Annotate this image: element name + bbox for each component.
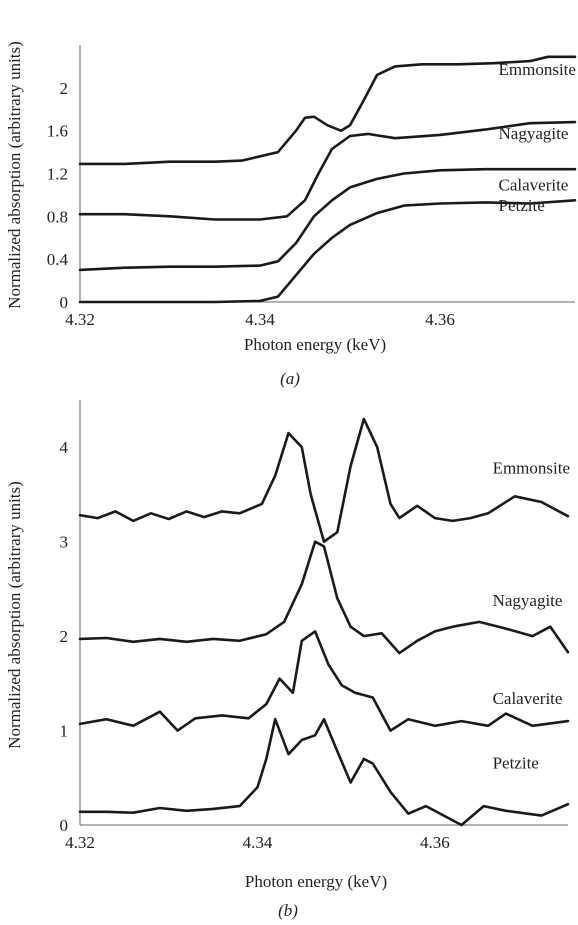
panel-a-y-tick-label: 2	[60, 79, 69, 98]
panel-b-series-label-emmonsite: Emmonsite	[493, 459, 570, 478]
panel-a-y-tick-label: 0.4	[47, 250, 69, 269]
panel-b-y-axis-title: Normalized absorption (arbitrary units)	[5, 481, 24, 749]
panel-b-y-tick-label: 1	[60, 722, 69, 741]
panel-a-y-tick-label: 0	[60, 293, 69, 312]
panel-b-series: Emmonsite Nagyagite Calaverite Petzite	[78, 417, 570, 827]
panel-b-x-ticks: 4.32 4.34 4.36	[65, 833, 450, 852]
panel-a-y-tick-label: 0.8	[47, 207, 68, 226]
panel-a-y-ticks: 0 0.4 0.8 1.2 1.6 2	[47, 79, 69, 312]
panel-a-series-label-calaverite: Calaverite	[499, 176, 569, 195]
panel-b-caption: (b)	[278, 901, 298, 920]
panel-a-x-tick-label: 4.32	[65, 310, 95, 329]
panel-b-x-tick-label: 4.36	[420, 833, 450, 852]
panel-a-x-ticks: 4.32 4.34 4.36	[65, 310, 455, 329]
panel-b-series-calaverite	[78, 630, 570, 732]
panel-b-series-emmonsite	[78, 417, 570, 543]
panel-a-series-label-nagyagite: Nagyagite	[499, 124, 569, 143]
panel-b-series-label-calaverite: Calaverite	[493, 689, 563, 708]
panel-b-y-tick-label: 3	[60, 533, 69, 552]
panel-b-y-ticks: 0 1 2 3 4	[60, 438, 69, 835]
panel-a-caption: (a)	[280, 369, 300, 388]
panel-a-x-tick-label: 4.36	[425, 310, 455, 329]
chart-panel-b: Normalized absorption (arbitrary units) …	[5, 400, 570, 920]
panel-a-series-label-emmonsite: Emmonsite	[499, 60, 576, 79]
panel-b-y-tick-label: 0	[60, 816, 69, 835]
panel-a-series-nagyagite	[78, 120, 577, 221]
panel-b-series-label-petzite: Petzite	[493, 753, 539, 772]
panel-a-y-tick-label: 1.2	[47, 165, 68, 184]
panel-a-series-emmonsite	[78, 55, 577, 166]
panel-a-series-label-petzite: Petzite	[499, 196, 545, 215]
panel-a-y-axis-title: Normalized absorption (arbitrary units)	[5, 41, 24, 309]
panel-a-series-petzite	[78, 199, 577, 304]
panel-b-y-tick-label: 4	[60, 438, 69, 457]
panel-b-series-petzite	[78, 717, 570, 827]
panel-b-x-tick-label: 4.32	[65, 833, 95, 852]
panel-a-y-tick-label: 1.6	[47, 122, 68, 141]
chart-panel-a: Normalized absorption (arbitrary units) …	[5, 41, 577, 388]
panel-b-x-axis-title: Photon energy (keV)	[245, 872, 387, 891]
panel-a-x-tick-label: 4.34	[245, 310, 275, 329]
panel-b-y-tick-label: 2	[60, 627, 69, 646]
panel-a-series-calaverite	[78, 167, 577, 272]
panel-a-x-axis-title: Photon energy (keV)	[244, 335, 386, 354]
panel-b-series-nagyagite	[78, 540, 570, 655]
panel-b-x-tick-label: 4.34	[243, 833, 273, 852]
panel-b-series-label-nagyagite: Nagyagite	[493, 591, 563, 610]
